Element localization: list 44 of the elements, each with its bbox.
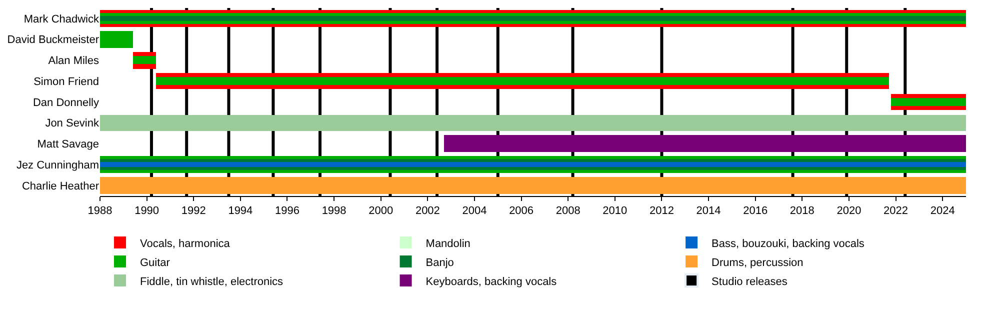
x-tick-label: 2010	[602, 205, 628, 218]
x-tick-label: 2002	[415, 205, 440, 218]
legend-label: Keyboards, backing vocals	[426, 276, 558, 288]
y-tick-label: Jez Cunningham	[16, 160, 99, 172]
bar	[156, 77, 889, 85]
x-tick-label: 2018	[790, 205, 814, 218]
x-tick-label: 2004	[462, 205, 487, 218]
legend-label: Guitar	[140, 256, 170, 269]
x-tick-label: 1990	[134, 205, 160, 218]
legend-label: Drums, percussion	[712, 256, 804, 269]
x-tick-label: 2014	[696, 205, 721, 218]
legend-label: Fiddle, tin whistle, electronics	[140, 276, 284, 288]
y-tick-label: Matt Savage	[37, 138, 99, 151]
y-tick-label: Jon Sevink	[45, 118, 100, 130]
y-tick-label: David Buckmeister	[7, 34, 100, 46]
bar	[444, 135, 966, 152]
x-tick-label: 2000	[368, 205, 394, 218]
legend-label: Studio releases	[712, 276, 788, 288]
x-tick-label: 1998	[322, 205, 346, 218]
bar	[100, 177, 966, 194]
x-tick-label: 2016	[743, 205, 768, 218]
x-tick-label: 1996	[275, 205, 300, 218]
y-tick-label: Simon Friend	[34, 76, 99, 88]
y-tick-label: Dan Donnelly	[32, 96, 100, 109]
x-tick-label: 1992	[181, 205, 206, 218]
x-tick-label: 1988	[88, 205, 112, 218]
bar	[100, 162, 966, 167]
y-tick-label: Mark Chadwick	[24, 13, 100, 26]
legend-label: Mandolin	[426, 238, 470, 250]
x-tick-label: 2024	[930, 205, 955, 218]
legend-label: Vocals, harmonica	[140, 238, 231, 250]
x-tick-label: 2022	[884, 205, 908, 218]
legend-label: Banjo	[426, 256, 454, 269]
y-tick-label: Charlie Heather	[22, 180, 100, 192]
y-tick-label: Alan Miles	[48, 55, 100, 68]
x-tick-label: 2006	[509, 205, 534, 218]
bar	[100, 115, 966, 131]
bar	[133, 56, 156, 64]
x-tick-label: 2012	[649, 205, 674, 218]
legend-label: Bass, bouzouki, backing vocals	[712, 238, 865, 250]
x-tick-label: 2008	[556, 205, 580, 218]
x-tick-label: 1994	[228, 205, 253, 218]
x-tick-label: 2020	[836, 205, 862, 218]
bar	[891, 98, 966, 106]
